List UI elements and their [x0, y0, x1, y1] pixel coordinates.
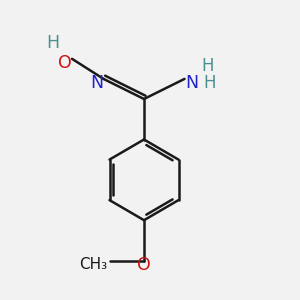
Text: N: N: [90, 74, 103, 92]
Text: CH₃: CH₃: [79, 257, 107, 272]
Text: H: H: [46, 34, 59, 52]
Text: O: O: [137, 256, 151, 274]
Text: H: H: [204, 74, 216, 92]
Text: O: O: [58, 54, 72, 72]
Text: N: N: [185, 74, 198, 92]
Text: H: H: [201, 57, 214, 75]
